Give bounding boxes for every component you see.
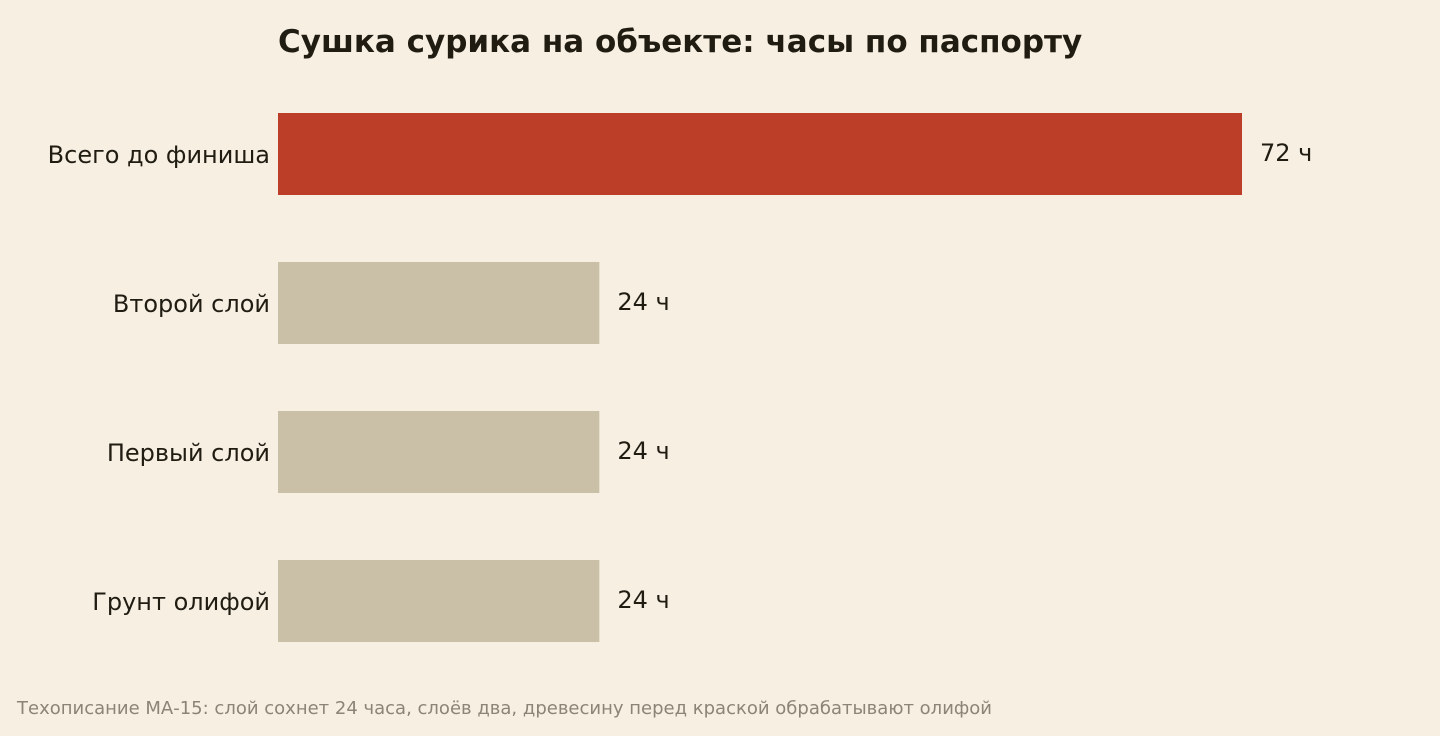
category-label: Второй слой bbox=[113, 290, 270, 318]
category-label: Грунт олифой bbox=[92, 588, 270, 616]
value-label: 24 ч bbox=[617, 586, 669, 614]
chart-caption: Техописание МА-15: слой сохнет 24 часа, … bbox=[16, 698, 992, 719]
chart-title: Сушка сурика на объекте: часы по паспорт… bbox=[278, 24, 1082, 60]
bar bbox=[278, 113, 1242, 195]
value-label: 24 ч bbox=[617, 288, 669, 316]
value-label: 24 ч bbox=[617, 437, 669, 465]
category-label: Всего до финиша bbox=[48, 141, 270, 169]
bar bbox=[278, 262, 600, 344]
bar bbox=[278, 411, 600, 493]
bar bbox=[278, 560, 600, 642]
bars-layer: Всего до финиша 72 ч Второй слой 24 ч Первый… bbox=[48, 113, 1312, 642]
category-label: Первый слой bbox=[107, 439, 270, 467]
value-label: 72 ч bbox=[1260, 139, 1312, 167]
